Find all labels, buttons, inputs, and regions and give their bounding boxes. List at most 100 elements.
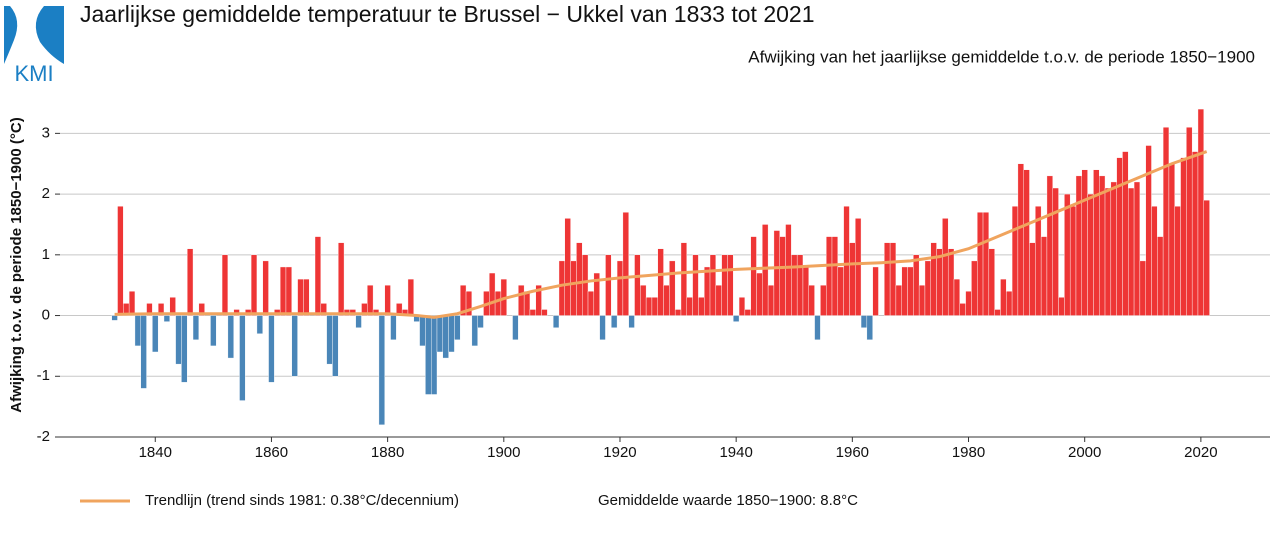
bar [756,272,763,316]
bar [134,315,141,347]
bar [1006,291,1013,316]
bar [767,284,775,316]
bar [210,315,217,347]
bar [674,309,682,316]
bar [796,254,804,316]
bar [442,315,449,359]
bar [814,315,821,341]
bar [738,297,746,316]
bar [785,224,792,316]
bar [187,248,194,316]
bar [860,315,868,328]
bar [698,297,705,316]
bar [407,278,414,316]
logo: KMI [4,6,64,86]
y-tick-label: -2 [37,428,50,445]
bar [663,284,670,316]
bar [489,272,496,316]
bar [599,315,606,341]
y-tick-label: 1 [42,246,50,263]
bar [535,284,542,316]
bar [582,254,589,316]
bar [1052,187,1059,316]
bar [367,284,374,316]
bar [1087,193,1094,316]
chart-title: Jaarlijkse gemiddelde temperatuur te Bru… [80,1,815,27]
bar [1075,175,1082,316]
bar [425,315,432,395]
bar [622,212,629,316]
trend-line [114,150,1208,319]
x-tick-label: 1840 [139,444,172,461]
bar [843,206,850,316]
bar [570,260,577,316]
bar [715,284,722,316]
bar [448,315,455,353]
bar [849,242,856,316]
bar [1046,175,1053,316]
bar [326,315,333,365]
bar [727,254,734,316]
bar [384,284,391,316]
bar [913,254,920,316]
bar [733,315,740,322]
bar [988,248,995,316]
bar [1157,236,1164,316]
bar [1180,157,1187,316]
bar [802,266,809,316]
x-tick-label: 2020 [1184,444,1217,461]
bar [593,272,600,316]
bar [947,248,955,316]
bar [541,309,548,316]
x-tick-label: 1880 [371,444,404,461]
bar [866,315,873,341]
bar [889,242,897,316]
bar [1011,206,1019,316]
bar [1029,242,1036,316]
bar [965,291,972,316]
x-tick-label: 2000 [1068,444,1101,461]
bar [256,315,263,334]
y-axis-label: Afwijking t.o.v. de periode 1850−1900 (°… [8,117,25,412]
bar [884,242,891,316]
bar [651,297,658,316]
bar [262,260,269,316]
bar [564,218,571,316]
chart-subtitle: Afwijking van het jaarlijkse gemiddelde … [748,47,1255,66]
bar [146,303,153,316]
bar [332,315,339,377]
bar [709,254,717,316]
bar [303,278,310,316]
bar [982,212,990,316]
bar [419,315,426,347]
bar [1040,236,1048,316]
logo-shape [4,6,18,64]
bar [692,254,699,316]
bar [825,236,833,316]
bar [285,266,292,316]
bar [314,236,322,316]
bar [157,303,165,316]
bar [1069,206,1077,316]
bar [808,284,815,316]
bar [1162,127,1170,316]
bar [494,291,502,316]
bar [1023,169,1030,316]
bar [628,315,635,328]
note: Gemiddelde waarde 1850−1900: 8.8°C [598,492,858,509]
bar [163,315,170,322]
bar [111,315,118,321]
bar [477,315,484,328]
bar [436,315,444,353]
bar [820,284,827,316]
bar [1093,169,1100,316]
bar [169,297,176,316]
bar [779,236,786,316]
bar [465,291,473,316]
y-tick-label: 3 [42,124,50,141]
bar [924,260,931,316]
bar [744,309,751,316]
logo-text: KMI [14,61,53,86]
bar [128,291,136,316]
x-tick-label: 1860 [255,444,288,461]
